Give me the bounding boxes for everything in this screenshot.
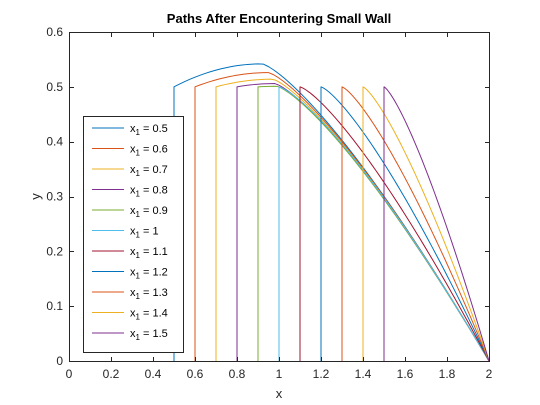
x-axis-ticks: 0 0.2 0.4 0.6 0.8 1 1.2 1.4 1.6 1.8 2 [66,32,493,381]
series-line [215,78,490,362]
series-line [299,86,490,362]
x-tick-label: 0 [66,367,73,381]
series-line [383,86,490,362]
x-tick-label: 2 [486,367,493,381]
x-tick-label: 1.6 [397,367,414,381]
x-tick-label: 0.6 [187,367,204,381]
legend-label: x1 = 0.9 [130,205,168,219]
x-tick-label: 1.8 [439,367,456,381]
legend-item: x1 = 0.7 [92,164,168,178]
x-tick-label: 1.2 [313,367,330,381]
legend-item: x1 = 1.4 [92,308,168,322]
legend-item: x1 = 1.2 [92,267,168,281]
legend-item: x1 = 0.5 [92,123,168,137]
y-tick-label: 0 [56,354,63,368]
legend-label: x1 = 0.5 [130,123,168,137]
legend-label: x1 = 0.7 [130,164,168,178]
legend-item: x1 = 0.6 [92,144,168,158]
legend-box [83,116,184,353]
y-tick-label: 0.2 [46,244,63,258]
legend-item: x1 = 1.5 [92,328,168,342]
legend-item: x1 = 0.9 [92,205,168,219]
series-layer [173,63,490,362]
chart-title: Paths After Encountering Small Wall [167,11,391,26]
legend-label: x1 = 1.3 [130,287,168,301]
legend-item: x1 = 0.8 [92,185,168,199]
legend-item: x1 = 1 [92,226,159,240]
y-tick-label: 0.3 [46,190,63,204]
legend-label: x1 = 1.4 [130,308,168,322]
legend: x1 = 0.5 x1 = 0.6 x1 = 0.7 x1 = 0.8 x1 = 0.9… [83,116,184,353]
legend-item: x1 = 1.1 [92,246,168,260]
y-axis-ticks: 0 0.1 0.2 0.3 0.4 0.5 0.6 [46,25,490,368]
x-tick-label: 0.8 [229,367,246,381]
x-tick-label: 1 [276,367,283,381]
y-axis-title: y [28,193,43,200]
series-line [362,86,490,362]
x-tick-label: 0.2 [103,367,120,381]
legend-label: x1 = 1.5 [130,328,168,342]
legend-label: x1 = 1.2 [130,267,168,281]
legend-label: x1 = 0.8 [130,185,168,199]
legend-label: x1 = 0.6 [130,144,168,158]
legend-item: x1 = 1.3 [92,287,168,301]
x-tick-label: 1.4 [355,367,372,381]
x-axis-title: x [276,386,283,401]
legend-label: x1 = 1 [130,226,159,240]
y-tick-label: 0.6 [46,25,63,39]
series-line [257,85,490,362]
y-tick-label: 0.5 [46,80,63,94]
series-line [278,86,490,362]
y-tick-label: 0.1 [46,299,63,313]
series-line [320,86,490,362]
x-tick-label: 0.4 [145,367,162,381]
series-line [341,86,490,362]
y-tick-label: 0.4 [46,135,63,149]
legend-label: x1 = 1.1 [130,246,168,260]
